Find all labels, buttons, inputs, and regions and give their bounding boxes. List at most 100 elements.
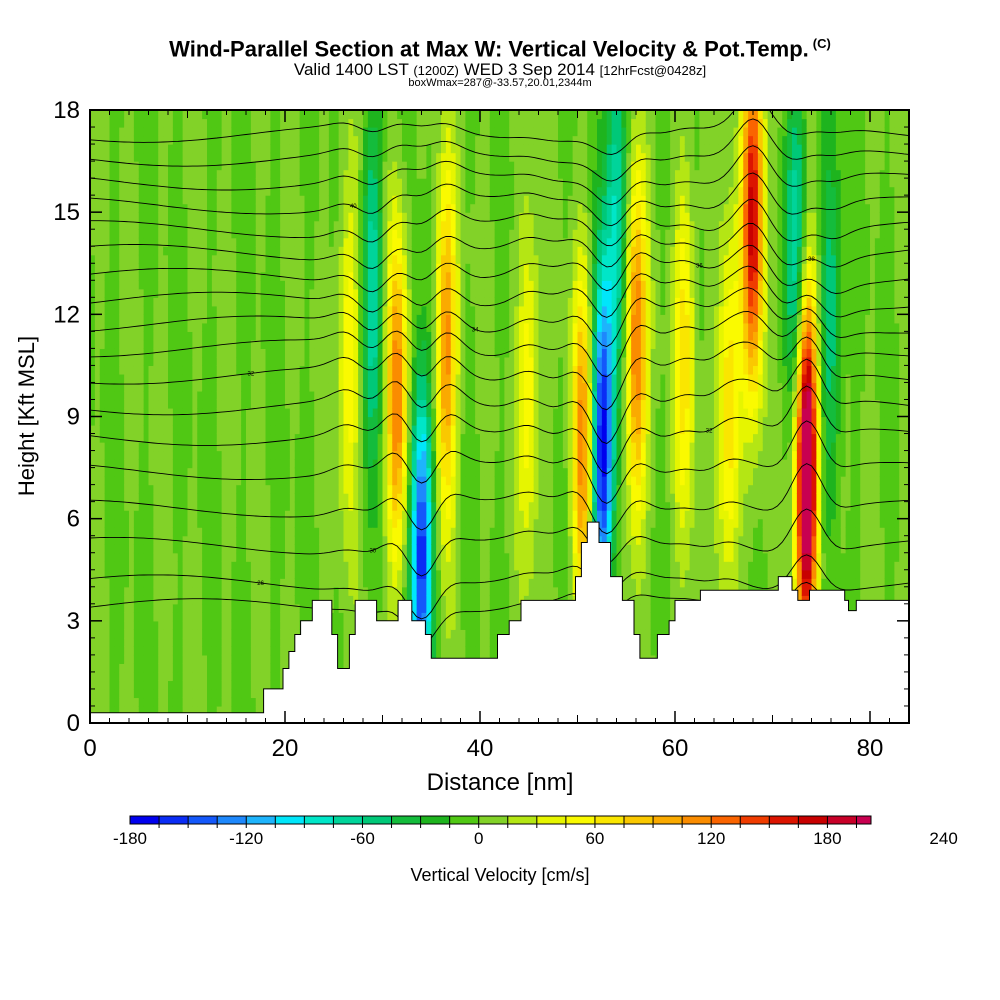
velocity-cell	[265, 280, 271, 290]
velocity-cell	[392, 425, 398, 435]
velocity-cell	[202, 705, 208, 716]
velocity-cell	[129, 144, 135, 154]
velocity-cell	[260, 450, 267, 460]
velocity-cell	[377, 195, 384, 205]
velocity-cell	[377, 356, 384, 367]
velocity-cell	[411, 237, 418, 247]
velocity-cell	[148, 510, 154, 520]
velocity-cell	[314, 501, 320, 511]
velocity-cell	[216, 118, 223, 128]
velocity-cell	[421, 322, 427, 332]
velocity-cell	[275, 527, 281, 537]
velocity-cell	[319, 365, 325, 375]
velocity-cell	[153, 476, 159, 486]
velocity-cell	[192, 552, 198, 562]
velocity-cell	[265, 314, 271, 324]
velocity-cell	[211, 263, 218, 273]
velocity-cell	[202, 518, 208, 528]
velocity-cell	[143, 484, 150, 494]
velocity-cell	[255, 212, 262, 222]
velocity-cell	[260, 493, 267, 503]
velocity-cell	[119, 510, 125, 520]
velocity-cell	[255, 450, 262, 460]
velocity-cell	[328, 195, 335, 205]
velocity-cell	[289, 161, 296, 171]
velocity-cell	[138, 442, 145, 452]
velocity-cell	[280, 118, 286, 128]
velocity-cell	[343, 612, 349, 622]
velocity-cell	[328, 322, 335, 332]
velocity-cell	[133, 195, 140, 205]
velocity-cell	[90, 620, 96, 630]
velocity-cell	[99, 501, 106, 511]
velocity-cell	[304, 186, 310, 196]
velocity-cell	[406, 569, 413, 579]
velocity-cell	[280, 254, 286, 264]
velocity-cell	[285, 578, 291, 588]
velocity-cell	[94, 527, 101, 537]
velocity-cell	[367, 135, 374, 145]
velocity-cell	[265, 510, 271, 520]
velocity-cell	[255, 390, 262, 401]
velocity-cell	[241, 510, 247, 520]
velocity-cell	[197, 425, 203, 435]
velocity-cell	[119, 161, 125, 171]
velocity-cell	[129, 382, 135, 392]
velocity-cell	[143, 612, 150, 622]
velocity-cell	[94, 646, 101, 656]
velocity-cell	[148, 518, 154, 528]
velocity-cell	[246, 595, 252, 605]
velocity-cell	[319, 569, 325, 579]
velocity-cell	[299, 407, 306, 418]
velocity-cell	[392, 195, 398, 205]
velocity-cell	[109, 501, 115, 511]
velocity-cell	[119, 518, 125, 528]
velocity-cell	[226, 144, 232, 154]
velocity-cell	[231, 390, 237, 401]
velocity-cell	[382, 578, 388, 588]
velocity-cell	[172, 697, 179, 707]
velocity-cell	[153, 544, 159, 554]
velocity-cell	[304, 425, 310, 435]
velocity-cell	[289, 135, 296, 145]
velocity-cell	[421, 271, 427, 281]
velocity-cell	[382, 118, 388, 128]
velocity-cell	[358, 450, 364, 460]
velocity-cell	[333, 305, 340, 315]
velocity-cell	[99, 382, 106, 392]
velocity-cell	[197, 178, 203, 188]
velocity-cell	[124, 510, 130, 520]
velocity-cell	[124, 314, 130, 324]
velocity-cell	[304, 246, 310, 256]
velocity-cell	[353, 254, 359, 264]
velocity-cell	[231, 229, 237, 239]
velocity-cell	[241, 237, 247, 247]
velocity-cell	[406, 552, 413, 562]
velocity-cell	[124, 407, 130, 418]
velocity-cell	[246, 152, 252, 162]
velocity-cell	[294, 322, 301, 332]
velocity-cell	[358, 212, 364, 222]
velocity-cell	[309, 331, 315, 341]
velocity-cell	[387, 229, 393, 239]
velocity-cell	[168, 646, 174, 656]
velocity-cell	[163, 203, 169, 213]
velocity-cell	[406, 127, 413, 137]
velocity-cell	[216, 314, 223, 324]
velocity-cell	[338, 629, 345, 639]
velocity-cell	[285, 288, 291, 298]
velocity-cell	[406, 450, 413, 460]
velocity-cell	[372, 425, 379, 435]
velocity-cell	[382, 484, 388, 494]
velocity-cell	[197, 348, 203, 358]
velocity-cell	[265, 237, 271, 247]
velocity-cell	[314, 348, 320, 358]
velocity-cell	[172, 322, 179, 332]
velocity-cell	[299, 110, 306, 120]
velocity-cell	[236, 476, 242, 486]
velocity-cell	[221, 671, 228, 682]
velocity-cell	[163, 552, 169, 562]
velocity-cell	[260, 169, 267, 179]
velocity-cell	[270, 331, 276, 341]
velocity-cell	[231, 297, 237, 307]
